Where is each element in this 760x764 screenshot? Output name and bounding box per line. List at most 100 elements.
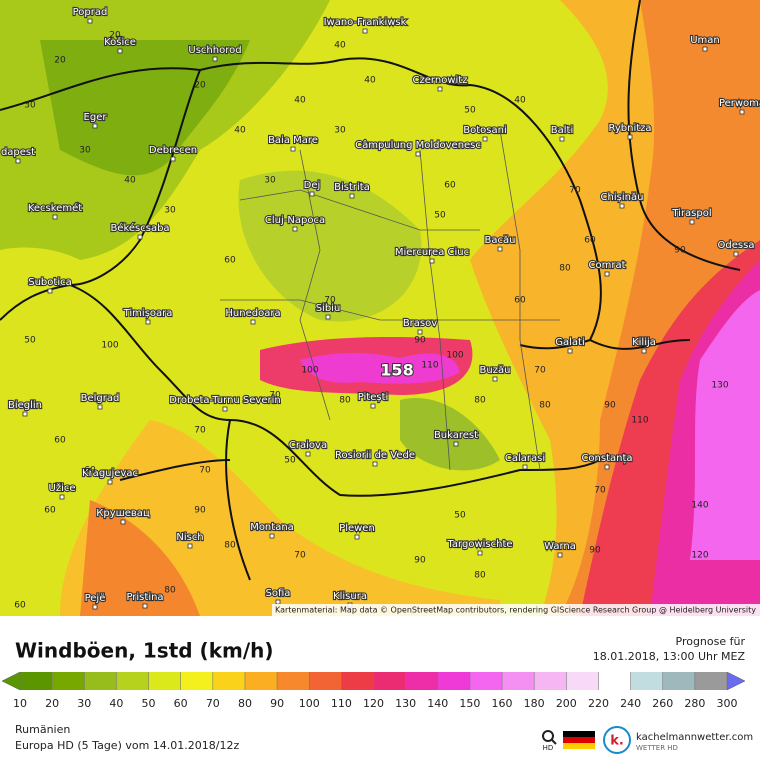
city-marker xyxy=(170,156,176,162)
contour-label: 90 xyxy=(589,546,601,556)
city-marker xyxy=(604,464,610,470)
city-label: Comrat xyxy=(588,260,625,271)
hd-label: HD xyxy=(543,744,554,752)
contour-label: 110 xyxy=(631,416,648,426)
contour-label: 60 xyxy=(54,436,66,446)
contour-label: 70 xyxy=(199,466,211,476)
contour-label: 60 xyxy=(514,296,526,306)
city-label: Eger xyxy=(84,112,108,123)
city-marker xyxy=(349,193,355,199)
city-marker xyxy=(429,258,435,264)
city-label: Iwano-Frankiwsk xyxy=(324,17,407,28)
city-label: Perwoma xyxy=(719,98,760,109)
city-marker xyxy=(15,158,21,164)
city-marker xyxy=(92,604,98,610)
city-marker xyxy=(212,56,218,62)
contour-label: 50 xyxy=(454,511,466,521)
scale-label: 160 xyxy=(492,697,513,710)
city-marker xyxy=(370,403,376,409)
contour-label: 90 xyxy=(414,556,426,566)
city-label: Brasov xyxy=(403,318,437,329)
scale-cell xyxy=(277,672,310,690)
city-marker xyxy=(325,314,331,320)
scale-label: 120 xyxy=(363,697,384,710)
contour-label: 40 xyxy=(514,96,526,106)
city-marker xyxy=(59,494,65,500)
forecast-label: Prognose für xyxy=(676,635,746,648)
search-icon-handle xyxy=(551,739,557,745)
scale-label: 130 xyxy=(395,697,416,710)
scale-label: 90 xyxy=(270,697,284,710)
region xyxy=(400,398,500,471)
scale-label: 150 xyxy=(459,697,480,710)
scale-cell xyxy=(309,672,342,690)
scale-cell xyxy=(630,672,663,690)
contour-label: 40 xyxy=(364,76,376,86)
brand-logo[interactable] xyxy=(603,726,631,754)
city-label: Pejë xyxy=(85,593,106,604)
region-name: Rumänien xyxy=(15,723,70,736)
city-marker xyxy=(292,226,298,232)
scale-cell xyxy=(373,672,406,690)
scale-cell xyxy=(662,672,695,690)
flag-stripe xyxy=(563,731,595,737)
city-marker xyxy=(97,404,103,410)
city-label: Calarasi xyxy=(505,453,545,464)
contour-label: 30 xyxy=(264,176,276,186)
city-marker xyxy=(117,48,123,54)
scale-label: 10 xyxy=(13,697,27,710)
flag-stripe xyxy=(563,737,595,743)
city-marker xyxy=(362,28,368,34)
city-label: Poprad xyxy=(73,7,108,18)
scale-label: 100 xyxy=(299,697,320,710)
contour-label: 70 xyxy=(569,186,581,196)
legend-title: Windböen, 1std (km/h) xyxy=(15,639,274,663)
city-marker xyxy=(372,461,378,467)
city-label: Kecskemét xyxy=(28,202,82,214)
region xyxy=(238,170,422,322)
city-marker xyxy=(739,109,745,115)
city-marker xyxy=(557,552,563,558)
country-borders xyxy=(0,0,741,581)
city-label: Plewen xyxy=(339,523,375,534)
peak-label: 158 xyxy=(380,361,413,380)
contour-labels: 20 20 40 30 40 40 20 30 30 30 40 50 60 70 60 80 90 100 100… xyxy=(14,31,729,611)
attribution: Kartenmaterial: Map data © OpenStreetMap… xyxy=(275,606,756,615)
color-scale: 10 20 30 40 50 60 70 80 90 100 110 120 130 140 150 160 1… xyxy=(1,671,746,710)
city-label: Odessa xyxy=(718,240,755,251)
contour-label: 90 xyxy=(194,506,206,516)
city-label: Galati xyxy=(555,337,584,348)
city-marker xyxy=(120,519,126,525)
contour-label: 30 xyxy=(164,206,176,216)
contour-label: 70 xyxy=(534,366,546,376)
city-label: Constanța xyxy=(581,453,632,464)
city-label: Hunedoara xyxy=(225,308,280,319)
city-label: Buzău xyxy=(480,365,511,376)
city-label: Rybnitza xyxy=(608,123,651,134)
scale-cell xyxy=(84,672,117,690)
contour-label: 100 xyxy=(301,366,318,376)
brand-name[interactable]: kachelmannwetter.com xyxy=(636,732,753,743)
brand-subtitle: WETTER HD xyxy=(636,744,678,752)
city-marker xyxy=(290,146,296,152)
city-marker xyxy=(269,533,275,539)
city-label: Bieglin xyxy=(8,400,42,411)
city-label: Košice xyxy=(104,36,136,48)
scale-cell xyxy=(148,672,181,690)
contour-label: 30 xyxy=(24,101,36,111)
scale-cell xyxy=(469,672,503,690)
city-marker xyxy=(52,214,58,220)
contour-label: 80 xyxy=(224,541,236,551)
city-label: Montana xyxy=(250,522,294,533)
search-icon[interactable] xyxy=(542,730,554,742)
city-marker xyxy=(492,376,498,382)
contour-label: 40 xyxy=(294,96,306,106)
city-label: Miercurea Ciuc xyxy=(395,247,469,258)
city-label: Drobeta-Turnu Severin xyxy=(169,395,280,406)
contour-label: 80 xyxy=(559,264,571,274)
city-marker xyxy=(309,191,315,197)
scale-cell xyxy=(502,672,535,690)
scale-cell xyxy=(694,672,727,690)
scale-cell xyxy=(212,672,245,690)
scale-cell xyxy=(244,672,278,690)
